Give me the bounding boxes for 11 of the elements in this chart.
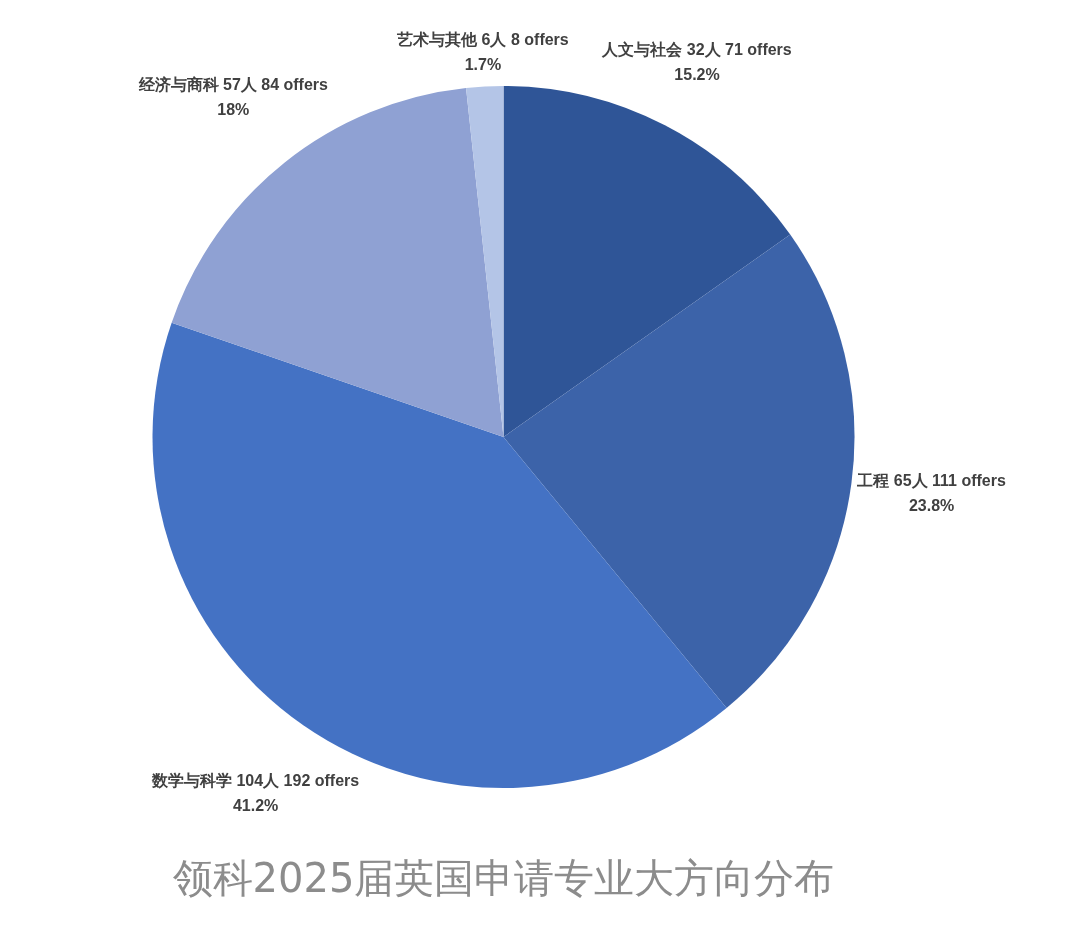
data-label: 15.2% (674, 66, 720, 84)
slice-label: 数学与科学 104人 192 offers (151, 771, 360, 789)
text: 领科2025届英国申请专业大方向分布 (172, 855, 835, 902)
slice-label: 工程 65人 111 offers (856, 472, 1006, 490)
data-label: 18% (217, 100, 250, 118)
data-label: 23.8% (908, 497, 955, 515)
slice-label: 经济与商科 57人 84 offers (137, 75, 329, 93)
data-label: 41.2% (232, 796, 279, 814)
data-label: 1.7% (464, 55, 502, 73)
slice-label: 艺术与其他 6人 8 offers (396, 30, 569, 48)
slice-label: 人文与社会 32人 71 offers (601, 41, 792, 59)
